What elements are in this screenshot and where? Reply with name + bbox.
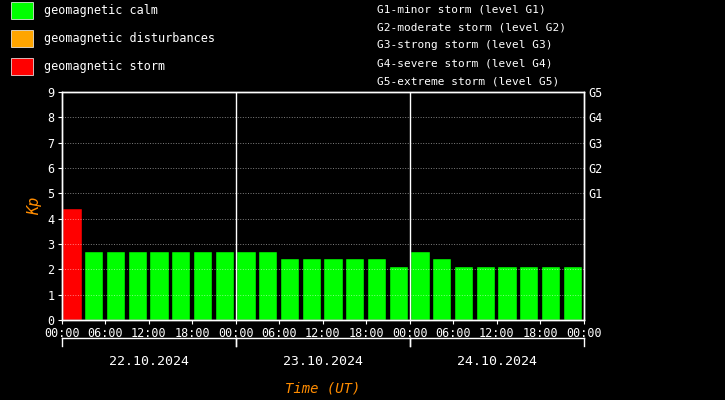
Bar xyxy=(411,252,430,320)
Bar xyxy=(563,267,582,320)
Text: 24.10.2024: 24.10.2024 xyxy=(457,355,536,368)
Text: 22.10.2024: 22.10.2024 xyxy=(109,355,188,368)
Text: Time (UT): Time (UT) xyxy=(285,382,360,396)
Bar xyxy=(302,259,321,320)
Text: G5-extreme storm (level G5): G5-extreme storm (level G5) xyxy=(377,76,559,86)
Bar xyxy=(368,259,386,320)
Bar xyxy=(281,259,299,320)
Bar xyxy=(476,267,495,320)
FancyBboxPatch shape xyxy=(11,30,33,47)
Bar xyxy=(107,252,125,320)
Text: G2-moderate storm (level G2): G2-moderate storm (level G2) xyxy=(377,22,566,32)
Text: G4-severe storm (level G4): G4-severe storm (level G4) xyxy=(377,58,552,68)
Bar xyxy=(215,252,234,320)
Text: 23.10.2024: 23.10.2024 xyxy=(283,355,362,368)
Bar xyxy=(259,252,278,320)
Bar xyxy=(172,252,191,320)
Bar xyxy=(498,267,517,320)
Bar xyxy=(194,252,212,320)
Bar xyxy=(150,252,169,320)
Bar xyxy=(85,252,104,320)
FancyBboxPatch shape xyxy=(11,58,33,74)
FancyBboxPatch shape xyxy=(11,2,33,19)
Bar xyxy=(63,208,82,320)
Bar xyxy=(389,267,408,320)
Bar xyxy=(433,259,452,320)
Text: geomagnetic disturbances: geomagnetic disturbances xyxy=(44,32,215,45)
Text: geomagnetic storm: geomagnetic storm xyxy=(44,60,165,73)
Bar xyxy=(128,252,147,320)
Bar xyxy=(237,252,256,320)
Text: geomagnetic calm: geomagnetic calm xyxy=(44,4,158,17)
Bar xyxy=(455,267,473,320)
Y-axis label: Kp: Kp xyxy=(27,197,42,215)
Bar xyxy=(520,267,539,320)
Bar xyxy=(346,259,365,320)
Text: G1-minor storm (level G1): G1-minor storm (level G1) xyxy=(377,4,546,14)
Bar xyxy=(542,267,560,320)
Bar xyxy=(324,259,343,320)
Text: G3-strong storm (level G3): G3-strong storm (level G3) xyxy=(377,40,552,50)
